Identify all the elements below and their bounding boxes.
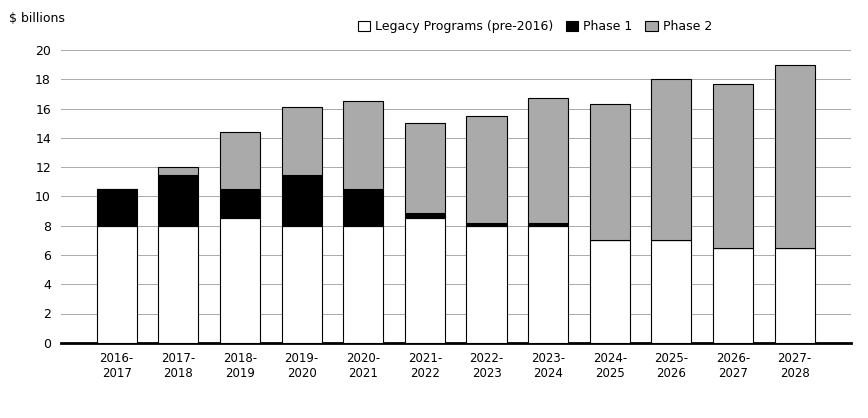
Bar xyxy=(589,240,630,343)
Bar xyxy=(96,226,137,343)
Bar xyxy=(281,175,322,226)
Bar xyxy=(158,226,199,343)
Bar xyxy=(158,167,199,175)
Bar xyxy=(96,189,137,226)
Bar xyxy=(158,175,199,226)
Bar xyxy=(528,98,569,223)
Bar xyxy=(404,218,445,343)
Bar xyxy=(220,189,260,218)
Bar xyxy=(528,223,569,226)
Bar xyxy=(220,218,260,343)
Bar xyxy=(281,226,322,343)
Bar xyxy=(713,84,753,247)
Bar xyxy=(343,226,384,343)
Bar xyxy=(528,226,569,343)
Bar xyxy=(774,247,815,343)
Bar xyxy=(713,247,753,343)
Legend: Legacy Programs (pre-2016), Phase 1, Phase 2: Legacy Programs (pre-2016), Phase 1, Pha… xyxy=(352,15,717,38)
Bar xyxy=(404,123,445,212)
Bar xyxy=(404,212,445,218)
Text: $ billions: $ billions xyxy=(10,12,65,25)
Bar xyxy=(220,132,260,189)
Bar xyxy=(589,104,630,240)
Bar xyxy=(651,79,692,240)
Bar xyxy=(774,65,815,247)
Bar xyxy=(281,107,322,175)
Bar xyxy=(651,240,692,343)
Bar xyxy=(466,226,507,343)
Bar xyxy=(466,223,507,226)
Bar xyxy=(343,189,384,226)
Bar xyxy=(466,116,507,223)
Bar xyxy=(343,102,384,189)
